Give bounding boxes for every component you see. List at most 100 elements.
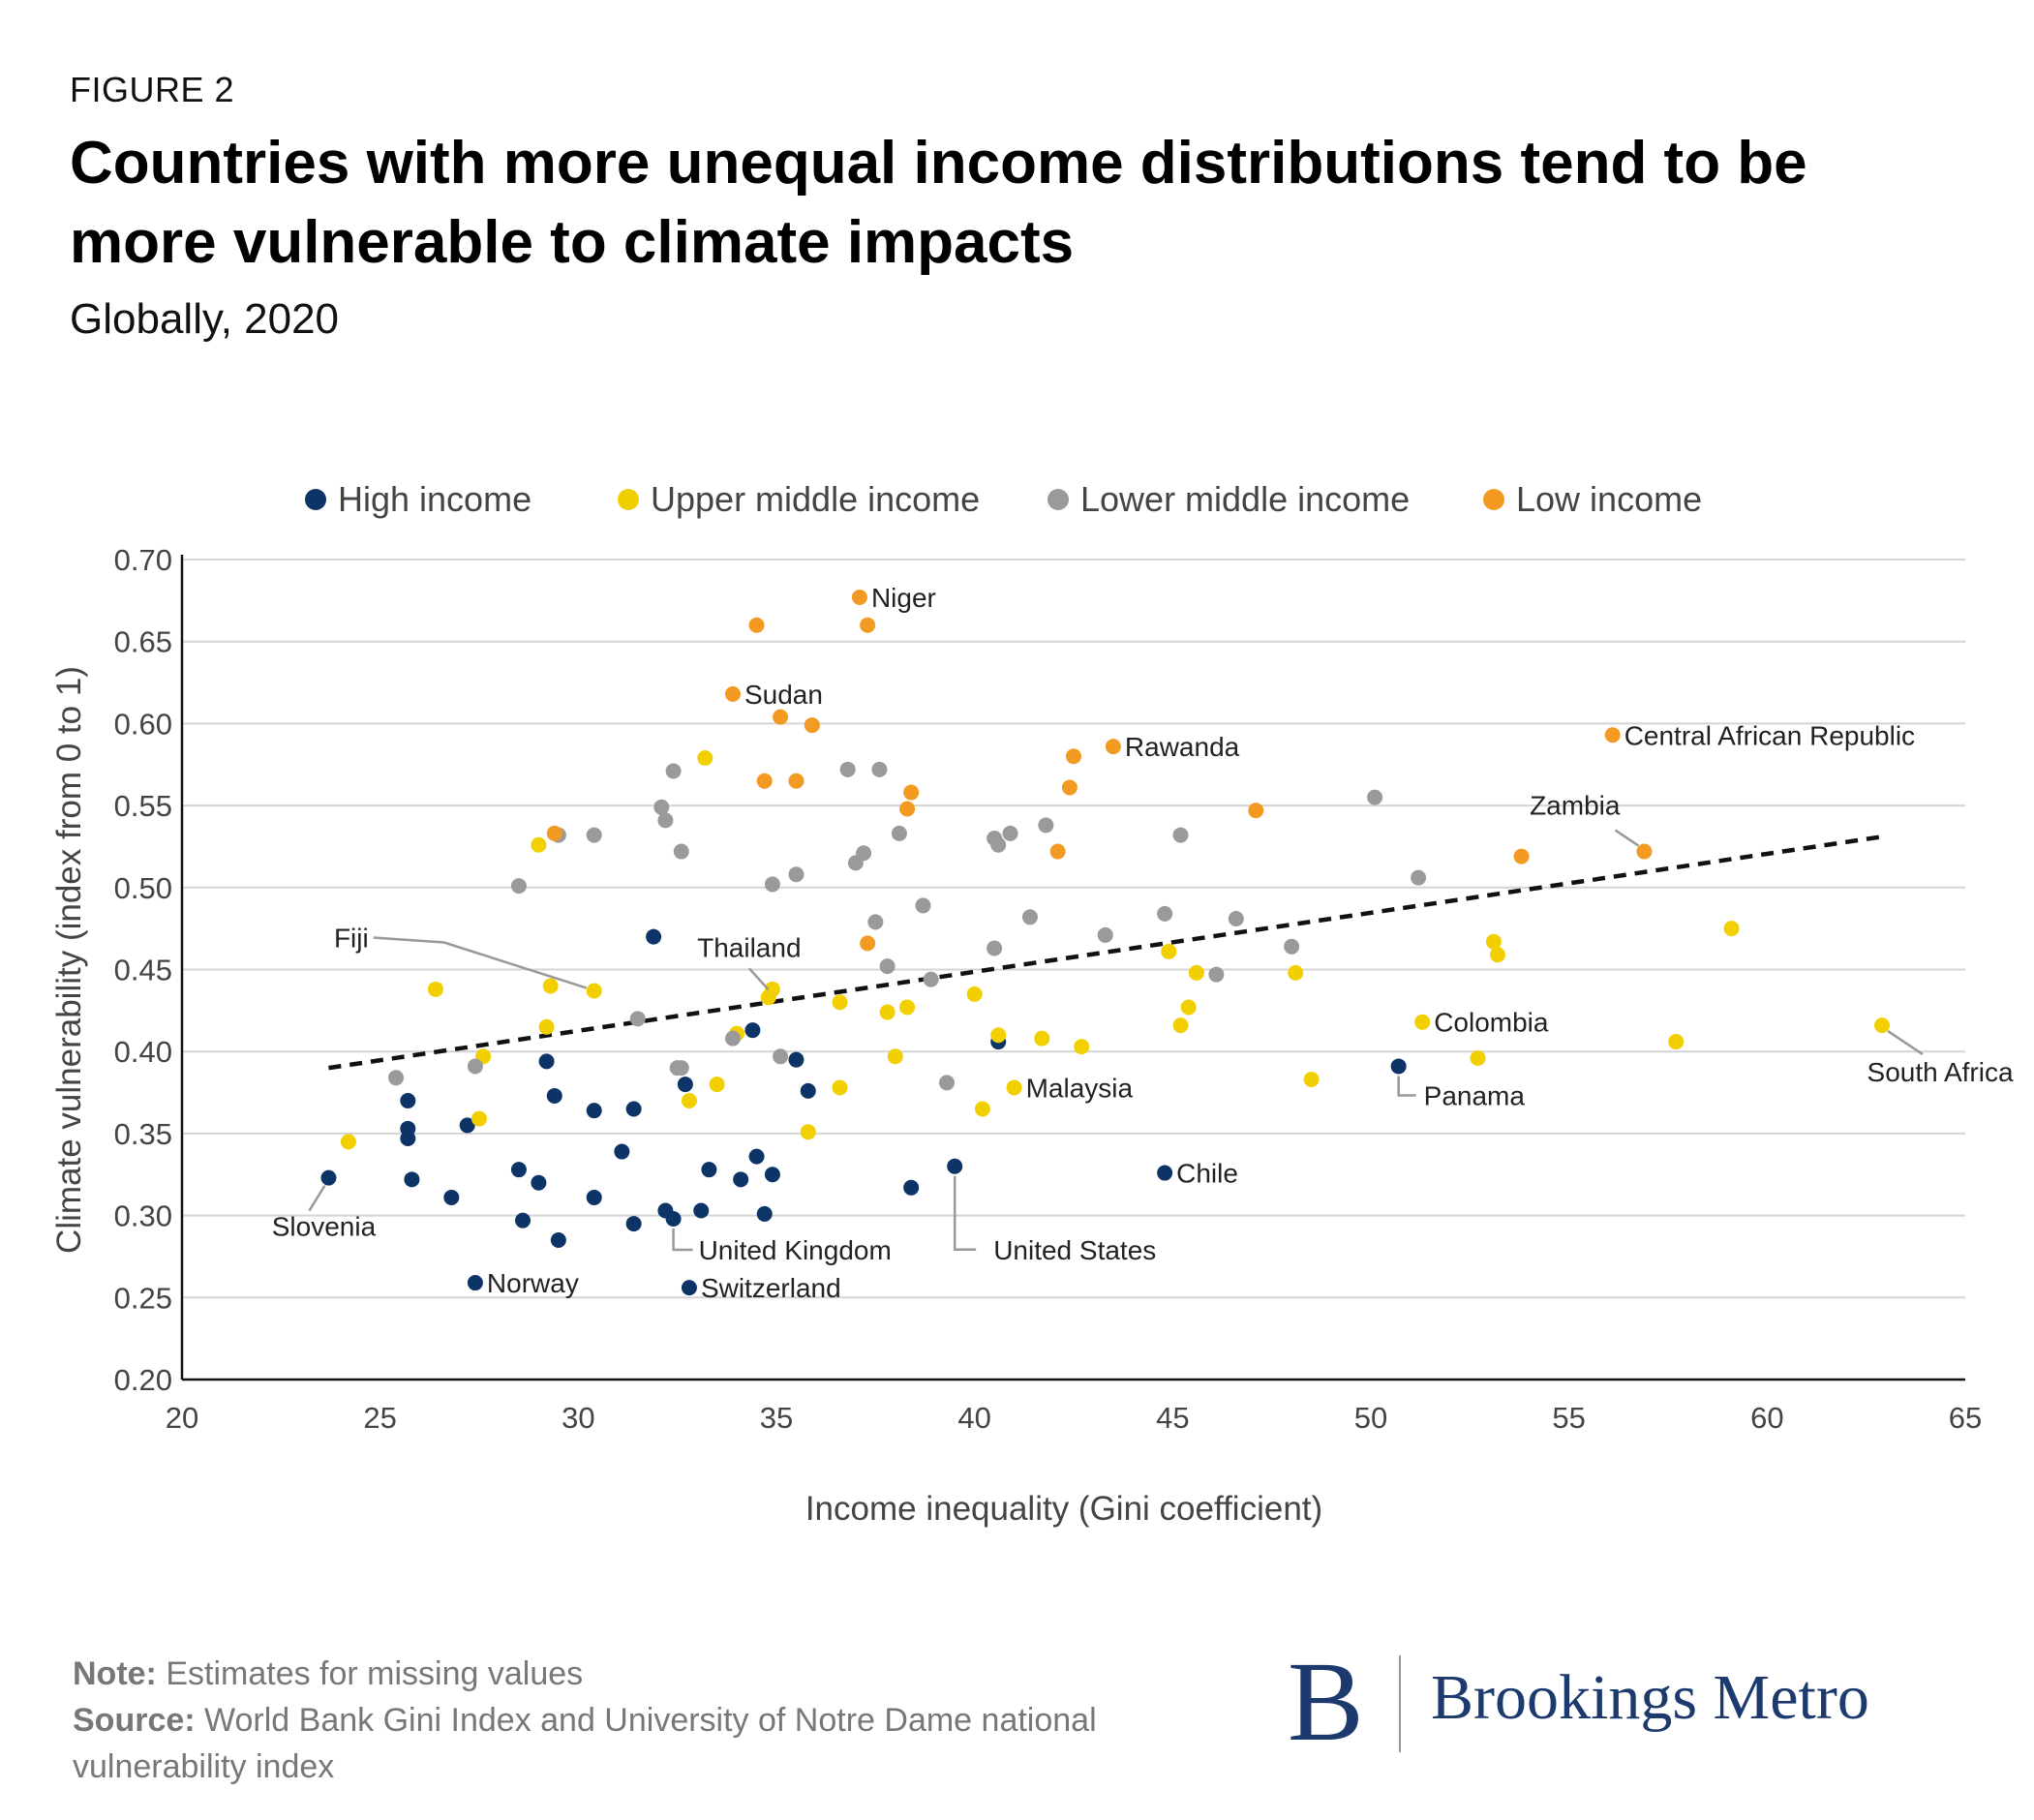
x-tick-label: 20: [166, 1401, 198, 1435]
annotation-leader: [1614, 829, 1640, 847]
point-upper-middle-income: [538, 1018, 555, 1035]
point-upper-middle-income: [1188, 964, 1204, 981]
point-high-income: [625, 1101, 642, 1117]
point-lower-middle-income: [665, 763, 682, 779]
point-upper-middle-income: [1161, 943, 1177, 959]
point-lower-middle-income: [923, 971, 939, 987]
point-low-income: [788, 773, 804, 789]
point-upper-middle-income: [1874, 1017, 1891, 1034]
annotation-label: Sudan: [744, 680, 823, 710]
point-low-income: [773, 709, 789, 725]
point-lower-middle-income: [629, 1011, 646, 1027]
point-high-income: [550, 1232, 566, 1249]
chart-subtitle: Globally, 2020: [70, 295, 340, 343]
point-low-income: [899, 801, 916, 817]
point-upper-middle-income: [879, 1004, 896, 1020]
annotation-leader: [308, 1184, 326, 1212]
trendline: [328, 834, 1883, 1071]
point-lower-middle-income: [1208, 966, 1225, 983]
annotation-label: Chile: [1176, 1159, 1238, 1189]
point-high-income: [947, 1158, 963, 1174]
annotation-leader: [373, 936, 588, 989]
y-tick-label: 0.30: [114, 1199, 172, 1233]
point-high-income: [404, 1171, 420, 1188]
source-line: Source: World Bank Gini Index and Univer…: [73, 1697, 1234, 1790]
point-high-income: [903, 1179, 920, 1196]
point-lower-middle-income: [467, 1058, 483, 1075]
point-upper-middle-income: [1668, 1034, 1685, 1050]
point-high-income: [515, 1212, 531, 1228]
annotation-label: Central African Republic: [1624, 720, 1915, 750]
legend-label: High income: [338, 479, 531, 519]
brand-divider: [1399, 1655, 1401, 1752]
annotation-label: South Africa: [1867, 1057, 2014, 1087]
point-low-income: [724, 685, 741, 702]
legend-label: Upper middle income: [651, 479, 980, 519]
y-tick-label: 0.45: [114, 954, 172, 987]
annotation-leader: [1887, 1030, 1924, 1056]
x-tick-label: 60: [1750, 1401, 1783, 1435]
point-lower-middle-income: [724, 1030, 741, 1046]
x-tick-label: 30: [562, 1401, 594, 1435]
point-lower-middle-income: [990, 836, 1007, 853]
point-upper-middle-income: [697, 749, 713, 766]
x-tick-label: 65: [1949, 1401, 1982, 1435]
point-high-income: [701, 1162, 717, 1178]
point-upper-middle-income: [832, 994, 848, 1011]
annotation-label: Switzerland: [701, 1273, 841, 1303]
point-high-income: [1157, 1165, 1173, 1181]
y-tick-label: 0.35: [114, 1117, 172, 1151]
point-low-income: [546, 825, 562, 841]
note-text: Estimates for missing values: [166, 1655, 584, 1692]
y-tick-label: 0.55: [114, 789, 172, 823]
annotation-label: United States: [993, 1235, 1156, 1265]
point-lower-middle-income: [891, 825, 907, 841]
point-upper-middle-income: [586, 983, 602, 999]
point-lower-middle-income: [856, 845, 872, 862]
annotation-label: Thailand: [697, 932, 801, 962]
x-tick-label: 25: [363, 1401, 396, 1435]
point-upper-middle-income: [764, 981, 780, 997]
point-lower-middle-income: [1097, 926, 1113, 943]
point-high-income: [443, 1189, 460, 1205]
legend-marker: [618, 489, 639, 510]
point-high-income: [764, 1167, 780, 1183]
point-high-income: [665, 1210, 682, 1227]
point-lower-middle-income: [388, 1070, 405, 1086]
footnote: Note: Estimates for missing values Sourc…: [73, 1651, 1234, 1790]
annotation-leader: [747, 967, 770, 991]
point-lower-middle-income: [1038, 817, 1054, 834]
point-high-income: [693, 1202, 710, 1219]
x-tick-label: 40: [957, 1401, 990, 1435]
point-upper-middle-income: [990, 1027, 1007, 1044]
point-low-income: [1105, 739, 1121, 755]
point-high-income: [546, 1087, 562, 1104]
point-upper-middle-income: [531, 836, 547, 853]
brookings-metro-logo: B Brookings Metro: [1288, 1638, 1985, 1765]
point-high-income: [586, 1189, 602, 1205]
point-lower-middle-income: [1284, 938, 1300, 955]
point-lower-middle-income: [673, 843, 689, 860]
point-high-income: [800, 1082, 816, 1099]
point-upper-middle-income: [1303, 1071, 1320, 1087]
point-lower-middle-income: [879, 958, 896, 975]
y-tick-label: 0.20: [114, 1363, 172, 1397]
point-low-income: [1248, 803, 1264, 819]
source-label: Source:: [73, 1702, 196, 1739]
point-lower-middle-income: [1002, 825, 1018, 841]
annotation-label: Rawanda: [1125, 732, 1240, 762]
x-tick-label: 50: [1354, 1401, 1387, 1435]
point-lower-middle-income: [987, 940, 1003, 956]
y-tick-label: 0.60: [114, 707, 172, 741]
annotation-label: United Kingdom: [699, 1235, 892, 1265]
point-lower-middle-income: [1021, 909, 1038, 925]
y-tick-label: 0.50: [114, 871, 172, 905]
point-high-income: [677, 1077, 693, 1093]
annotation-label: Malaysia: [1026, 1073, 1134, 1103]
point-lower-middle-income: [839, 761, 856, 777]
point-lower-middle-income: [1172, 827, 1189, 843]
point-low-income: [1513, 848, 1530, 864]
point-lower-middle-income: [788, 866, 804, 883]
note-line: Note: Estimates for missing values: [73, 1651, 1234, 1697]
source-text: World Bank Gini Index and University of …: [73, 1702, 1097, 1785]
